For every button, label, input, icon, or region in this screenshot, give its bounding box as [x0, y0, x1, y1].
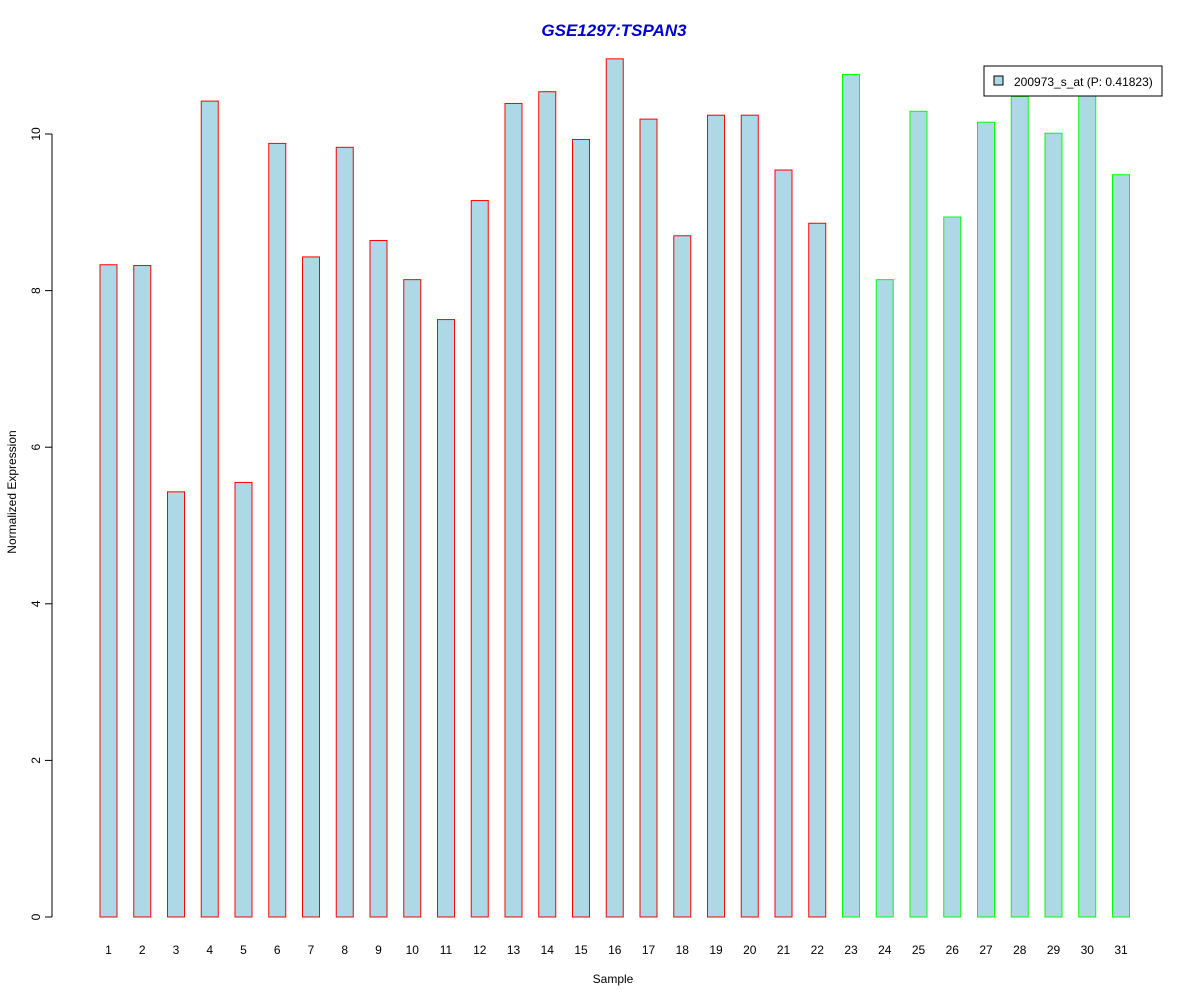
x-tick-label: 20: [743, 943, 757, 957]
x-tick-label: 7: [308, 943, 315, 957]
bar-sample-28: [1010, 95, 1029, 918]
bar-sample-18: [673, 235, 692, 918]
bar-sample-31: [1112, 174, 1130, 918]
bar-sample-3: [167, 491, 185, 918]
x-tick-label: 2: [139, 943, 146, 957]
bar-sample-27: [977, 121, 995, 918]
legend-box: [983, 65, 1163, 97]
x-tick-label: 28: [1013, 943, 1027, 957]
x-tick-label: 23: [844, 943, 858, 957]
bar-sample-6: [268, 142, 287, 918]
bars-group: [99, 58, 1130, 918]
y-tick-label: 2: [29, 757, 43, 764]
bar-sample-17: [639, 118, 658, 918]
bar-sample-29: [1044, 132, 1063, 918]
x-tick-label: 29: [1047, 943, 1061, 957]
bar-sample-16: [605, 58, 624, 918]
x-tick-label: 9: [375, 943, 382, 957]
x-tick-label: 11: [440, 943, 453, 957]
y-tick-label: 6: [29, 444, 43, 451]
chart-title: GSE1297:TSPAN3: [541, 21, 687, 40]
x-tick-label: 17: [642, 943, 656, 957]
bar-sample-8: [335, 146, 354, 918]
bar-sample-26: [943, 216, 962, 918]
bar-sample-22: [808, 222, 827, 918]
y-tick-label: 0: [29, 913, 43, 920]
x-tick-label: 3: [173, 943, 180, 957]
bar-sample-1: [99, 264, 118, 918]
x-tick-label: 6: [274, 943, 281, 957]
bar-sample-30: [1078, 90, 1097, 918]
bar-sample-11: [437, 319, 455, 918]
x-tick-label: 1: [105, 943, 112, 957]
x-tick-label: 26: [946, 943, 960, 957]
x-tick-label: 15: [574, 943, 588, 957]
x-tick-label: 8: [341, 943, 348, 957]
bar-sample-9: [369, 239, 388, 918]
legend: 200973_s_at (P: 0.41823): [983, 65, 1163, 97]
x-tick-label: 31: [1114, 943, 1128, 957]
x-tick-label: 4: [206, 943, 213, 957]
bar-sample-5: [234, 481, 253, 918]
x-tick-label: 12: [473, 943, 487, 957]
bar-sample-15: [572, 138, 590, 918]
y-tick-label: 4: [29, 600, 43, 607]
x-tick-label: 27: [979, 943, 993, 957]
bar-sample-21: [774, 169, 793, 918]
bar-sample-4: [200, 100, 219, 918]
bar-sample-13: [504, 102, 523, 918]
x-tick-labels: 1 2 3 4 5 6 7 8 9 10 11 12 13 14 15 16 17 18 19 20 21 22 23 24 2…: [105, 943, 1128, 957]
x-tick-label: 25: [912, 943, 926, 957]
y-tick-label: 10: [29, 127, 43, 141]
x-tick-label: 30: [1081, 943, 1095, 957]
x-tick-label: 19: [709, 943, 723, 957]
bar-sample-20: [740, 114, 759, 918]
bar-sample-25: [909, 110, 928, 918]
x-tick-label: 14: [541, 943, 555, 957]
bar-sample-7: [302, 256, 320, 918]
bar-sample-23: [842, 73, 860, 918]
x-tick-label: 21: [777, 943, 791, 957]
legend-swatch: [993, 75, 1004, 86]
x-tick-label: 18: [676, 943, 690, 957]
x-tick-label: 16: [608, 943, 622, 957]
x-tick-label: 5: [240, 943, 247, 957]
y-tick-label: 8: [29, 287, 43, 294]
bar-sample-10: [403, 279, 422, 918]
y-axis: 0 2 4 6 8 10: [29, 127, 53, 920]
bar-sample-19: [707, 114, 725, 918]
bar-sample-2: [133, 265, 152, 918]
x-tick-label: 24: [878, 943, 892, 957]
x-tick-label: 13: [507, 943, 521, 957]
y-axis-label: Normalized Expression: [5, 430, 19, 553]
bar-sample-14: [538, 91, 557, 918]
x-tick-label: 22: [811, 943, 825, 957]
x-tick-label: 10: [406, 943, 420, 957]
bar-sample-12: [470, 200, 489, 918]
legend-label: 200973_s_at (P: 0.41823): [1014, 75, 1153, 89]
x-axis-label: Sample: [593, 972, 634, 986]
bar-sample-24: [875, 279, 894, 918]
